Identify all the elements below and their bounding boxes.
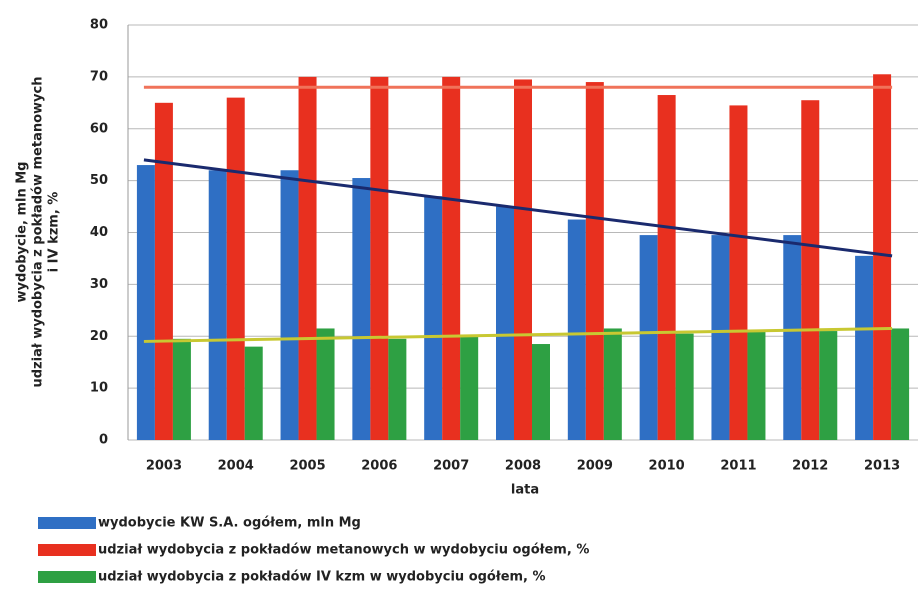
- bar: [226, 97, 245, 440]
- bar: [675, 333, 694, 440]
- x-axis-label: lata: [511, 483, 539, 498]
- bar: [208, 170, 227, 440]
- y-tick-label: 20: [90, 329, 108, 344]
- y-tick-label: 0: [99, 433, 108, 448]
- bar: [783, 235, 802, 440]
- bar: [136, 165, 155, 440]
- bar: [585, 82, 604, 440]
- y-tick-label: 10: [90, 381, 108, 396]
- legend-label: udział wydobycia z pokładów IV kzm w wyd…: [98, 570, 546, 585]
- x-tick-label: 2004: [218, 459, 254, 474]
- y-axis-label-line: udział wydobycia z pokładów metanowych: [31, 77, 46, 388]
- bar: [891, 328, 910, 440]
- bar: [532, 344, 550, 440]
- bar: [603, 328, 622, 440]
- legend-label: wydobycie KW S.A. ogółem, mln Mg: [98, 516, 361, 531]
- y-axis-label-line: i IV kzm, %: [47, 192, 62, 273]
- bar: [316, 328, 335, 440]
- y-tick-label: 60: [90, 121, 108, 136]
- bar: [496, 206, 514, 440]
- y-tick-label: 70: [90, 69, 108, 84]
- y-tick-label: 50: [90, 173, 108, 188]
- x-tick-label: 2008: [505, 459, 541, 474]
- legend-label: udział wydobycia z pokładów metanowych w…: [98, 543, 589, 558]
- bar: [711, 235, 730, 440]
- x-tick-label: 2010: [649, 459, 685, 474]
- x-tick-label: 2013: [864, 459, 900, 474]
- bar: [244, 346, 263, 440]
- bar: [873, 74, 892, 440]
- trend-line: [143, 326, 893, 343]
- y-tick-label: 80: [90, 18, 108, 33]
- bar: [855, 255, 874, 440]
- bar: [370, 76, 389, 440]
- bar: [154, 102, 173, 440]
- bar: [442, 76, 461, 440]
- bar: [172, 338, 191, 440]
- bar: [514, 79, 532, 440]
- y-tick-label: 40: [90, 225, 108, 240]
- x-tick-label: 2005: [289, 459, 325, 474]
- bar: [460, 336, 479, 440]
- y-tick-label: 30: [90, 277, 108, 292]
- x-tick-label: 2006: [361, 459, 397, 474]
- bar: [657, 95, 676, 440]
- x-tick-label: 2012: [792, 459, 828, 474]
- bar: [747, 331, 766, 440]
- bar: [352, 178, 371, 440]
- bar: [729, 105, 748, 440]
- x-tick-label: 2011: [720, 459, 756, 474]
- bar: [280, 170, 299, 440]
- x-tick-label: 2007: [433, 459, 469, 474]
- bar: [424, 196, 443, 440]
- y-axis-label: wydobycie, mln Mg udział wydobycia z pok…: [15, 77, 62, 388]
- bar: [819, 331, 838, 440]
- bar: [639, 235, 658, 440]
- legend-swatch: [38, 571, 96, 583]
- legend-swatch: [38, 544, 96, 556]
- bar: [567, 219, 586, 440]
- x-tick-label: 2009: [577, 459, 613, 474]
- bar: [298, 76, 317, 440]
- legend-swatch: [38, 517, 96, 529]
- x-tick-label: 2003: [146, 459, 182, 474]
- trend-line: [143, 158, 893, 258]
- bar: [388, 338, 407, 440]
- y-axis-label-line: wydobycie, mln Mg: [15, 162, 30, 303]
- bar: [801, 100, 820, 440]
